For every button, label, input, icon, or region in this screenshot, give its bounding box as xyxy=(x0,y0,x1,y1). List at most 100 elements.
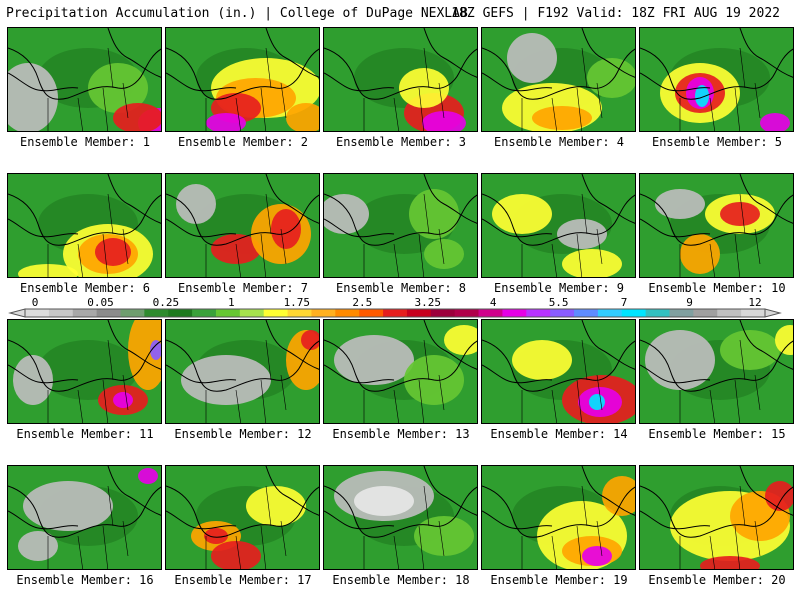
precip-contour xyxy=(414,516,474,556)
precip-contour xyxy=(286,103,319,131)
state-borders xyxy=(205,339,287,423)
legend-swatch xyxy=(383,309,408,317)
legend-swatch xyxy=(263,309,289,317)
coastline xyxy=(739,466,793,516)
ensemble-member-label: Ensemble Member: 3 xyxy=(335,135,467,149)
coastline xyxy=(265,174,319,224)
coastline xyxy=(166,485,319,538)
state-borders xyxy=(521,193,603,277)
ensemble-member-label: Ensemble Member: 13 xyxy=(332,427,470,441)
precipitation-map xyxy=(324,28,477,131)
precipitation-map xyxy=(482,466,635,569)
legend-swatch xyxy=(621,309,647,317)
coastline xyxy=(482,47,635,100)
legend-swatch xyxy=(574,309,599,317)
precip-contour xyxy=(444,325,477,355)
precip-contour xyxy=(176,184,216,224)
coastline xyxy=(265,28,319,78)
precip-contour xyxy=(695,85,709,107)
legend-tick-label: 1.75 xyxy=(283,296,311,309)
ensemble-map-panel xyxy=(165,173,320,278)
coastline xyxy=(107,28,161,78)
chart-title: Precipitation Accumulation (in.) | Colle… xyxy=(6,6,468,21)
state-borders xyxy=(521,47,603,131)
precip-contour xyxy=(765,481,793,511)
precip-contour xyxy=(507,33,557,83)
coastline xyxy=(640,364,711,384)
legend-swatch xyxy=(239,309,265,317)
legend-swatch xyxy=(25,309,50,317)
precip-contour xyxy=(409,189,459,239)
coastline xyxy=(581,466,635,516)
ensemble-member-label: Ensemble Member: 6 xyxy=(19,281,151,295)
coastline xyxy=(482,193,635,246)
ensemble-member-label: Ensemble Member: 20 xyxy=(648,573,786,587)
legend-tick-label: 2.5 xyxy=(352,296,373,309)
precip-contour xyxy=(399,68,449,108)
coastline xyxy=(8,339,161,392)
precip-contour xyxy=(38,340,138,400)
precip-contour xyxy=(760,113,790,131)
state-borders xyxy=(679,339,761,423)
coastline xyxy=(166,72,237,92)
coastline xyxy=(423,466,477,516)
precipitation-map xyxy=(482,174,635,277)
precip-contour xyxy=(354,486,414,516)
legend-swatch xyxy=(120,309,145,317)
ensemble-map-panel xyxy=(481,173,636,278)
ensemble-member-label: Ensemble Member: 1 xyxy=(19,135,151,149)
legend-swatch xyxy=(287,309,312,317)
legend-swatch xyxy=(717,309,742,317)
precipitation-map xyxy=(166,174,319,277)
precip-contour xyxy=(211,541,261,569)
ensemble-member-label: Ensemble Member: 11 xyxy=(16,427,154,441)
legend-swatch xyxy=(359,309,384,317)
coastline xyxy=(739,174,793,224)
precipitation-map xyxy=(324,320,477,423)
legend-tick-label: 0.05 xyxy=(87,296,114,309)
legend-tick-label: 9 xyxy=(686,296,693,309)
coastline xyxy=(423,28,477,78)
ensemble-map-panel xyxy=(165,27,320,132)
legend-swatch xyxy=(406,309,432,317)
ensemble-map-panel xyxy=(639,27,794,132)
coastline xyxy=(8,193,161,246)
state-borders xyxy=(205,47,287,131)
legend-left-arrow xyxy=(8,308,26,318)
legend-swatch xyxy=(430,309,456,317)
legend-swatch xyxy=(48,309,74,317)
coastline xyxy=(581,28,635,78)
state-borders xyxy=(363,47,445,131)
coastline xyxy=(166,510,237,530)
ensemble-map-panel xyxy=(639,465,794,570)
precip-contour xyxy=(150,340,161,360)
precipitation-map xyxy=(8,466,161,569)
legend-swatch xyxy=(669,309,694,317)
legend-swatch xyxy=(215,309,241,317)
coastline xyxy=(324,218,395,238)
coastline xyxy=(8,218,79,238)
coastline xyxy=(640,193,793,246)
ensemble-member-label: Ensemble Member: 4 xyxy=(493,135,625,149)
ensemble-member-label: Ensemble Member: 2 xyxy=(177,135,309,149)
model-valid-time: 18Z GEFS | F192 Valid: 18Z FRI AUG 19 20… xyxy=(451,6,780,21)
precip-contour xyxy=(582,546,612,566)
legend-swatch xyxy=(192,309,217,317)
ensemble-member-label: Ensemble Member: 10 xyxy=(648,281,786,295)
legend-swatch xyxy=(144,309,169,317)
coastline xyxy=(8,510,79,530)
legend-tick-label: 4 xyxy=(489,296,497,309)
ensemble-map-panel xyxy=(7,173,162,278)
ensemble-map-panel xyxy=(323,173,478,278)
ensemble-map-panel xyxy=(165,319,320,424)
precip-contour xyxy=(424,239,464,269)
precip-contour xyxy=(18,531,58,561)
precipitation-map xyxy=(640,174,793,277)
legend-tick-label: 12 xyxy=(748,296,762,309)
coastline xyxy=(324,72,395,92)
legend-tick-label: 0 xyxy=(31,296,39,309)
coastline xyxy=(8,47,161,100)
coastline xyxy=(8,485,161,538)
precipitation-map xyxy=(166,320,319,423)
precip-contour xyxy=(113,392,133,408)
